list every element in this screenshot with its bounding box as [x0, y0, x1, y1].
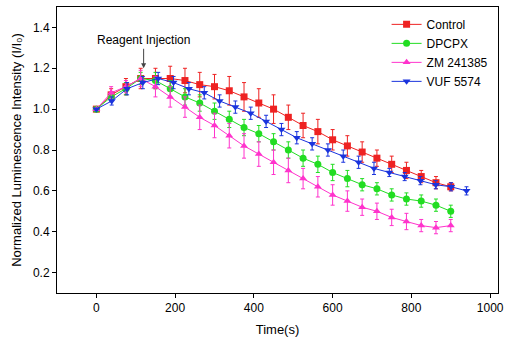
svg-text:1.4: 1.4 — [33, 21, 50, 35]
svg-text:DPCPX: DPCPX — [427, 37, 468, 51]
svg-text:Reagent Injection: Reagent Injection — [97, 33, 190, 47]
svg-text:0.6: 0.6 — [33, 184, 50, 198]
svg-text:Time(s): Time(s) — [256, 322, 300, 337]
svg-text:800: 800 — [401, 301, 421, 315]
svg-text:Normalized Luminescence Intens: Normalized Luminescence Intensity (I/I₀) — [9, 33, 24, 267]
svg-text:VUF 5574: VUF 5574 — [427, 75, 481, 89]
svg-text:600: 600 — [323, 301, 343, 315]
svg-text:1.2: 1.2 — [33, 61, 50, 75]
svg-text:1.0: 1.0 — [33, 102, 50, 116]
svg-text:400: 400 — [244, 301, 264, 315]
svg-text:1000: 1000 — [477, 301, 504, 315]
svg-text:0.2: 0.2 — [33, 266, 50, 280]
svg-text:Control: Control — [427, 18, 466, 32]
svg-text:0.8: 0.8 — [33, 143, 50, 157]
svg-text:200: 200 — [165, 301, 185, 315]
svg-text:0.4: 0.4 — [33, 225, 50, 239]
svg-text:ZM 241385: ZM 241385 — [427, 56, 488, 70]
svg-text:0: 0 — [93, 301, 100, 315]
